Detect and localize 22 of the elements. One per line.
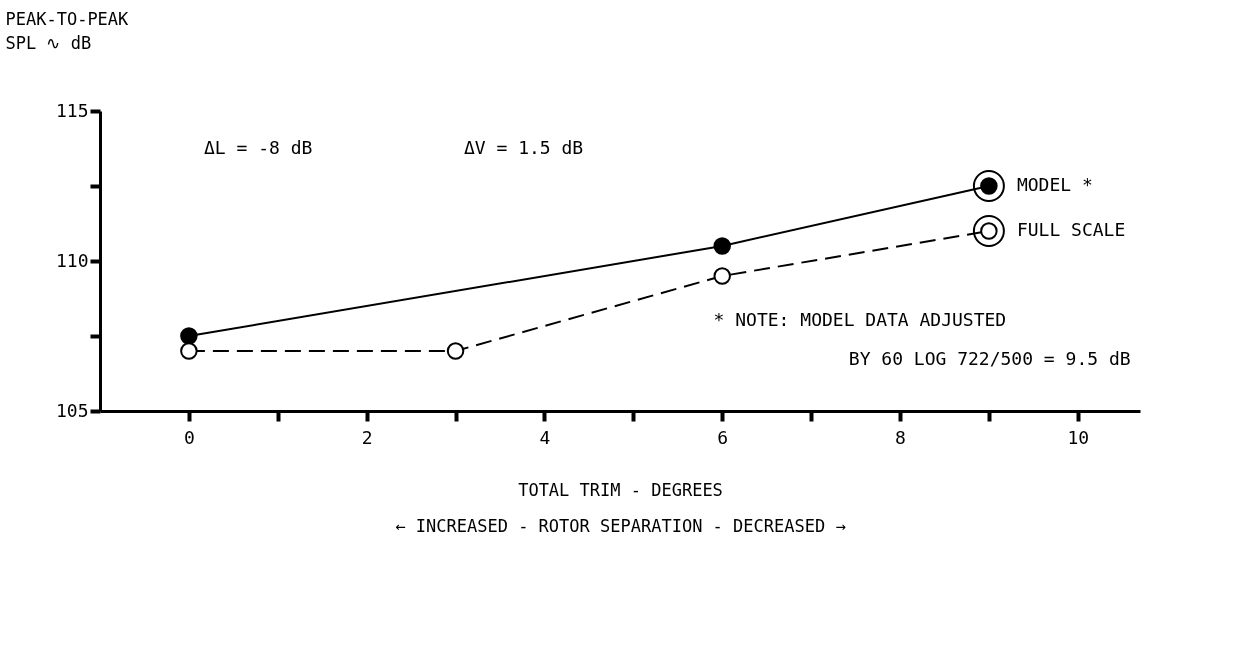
annotation: ΔV = 1.5 dB (464, 136, 584, 158)
x-tick-label: 6 (717, 426, 729, 448)
point (180, 342, 198, 360)
x-tick-label: 2 (361, 426, 373, 448)
x-tick-label: 0 (183, 426, 195, 448)
point (713, 237, 731, 255)
y-tick-label: 105 (55, 399, 89, 421)
point (713, 267, 731, 285)
annotation: * NOTE: MODEL DATA ADJUSTED (713, 309, 1007, 330)
annotation: ΔL = -8 dB (204, 136, 313, 158)
x-tick-label: 4 (539, 426, 551, 448)
point (180, 327, 198, 345)
y-tick-label: 115 (55, 99, 89, 121)
x-axis-title: TOTAL TRIM - DEGREES ← INCREASED - ROTOR SEPARATION - DECREASED → (395, 479, 846, 536)
point (446, 342, 465, 360)
series-label: MODEL * (1016, 174, 1093, 195)
annotation: BY 60 LOG 722/500 = 9.5 dB (848, 348, 1131, 369)
x-tick-label: 10 (1067, 426, 1090, 448)
y-tick-label: 110 (55, 249, 89, 271)
series-label: FULL SCALE (1016, 219, 1126, 240)
x-tick-label: 8 (895, 426, 906, 448)
y-axis-title: PEAK-TO-PEAK SPL ∿ dB (5, 8, 130, 53)
